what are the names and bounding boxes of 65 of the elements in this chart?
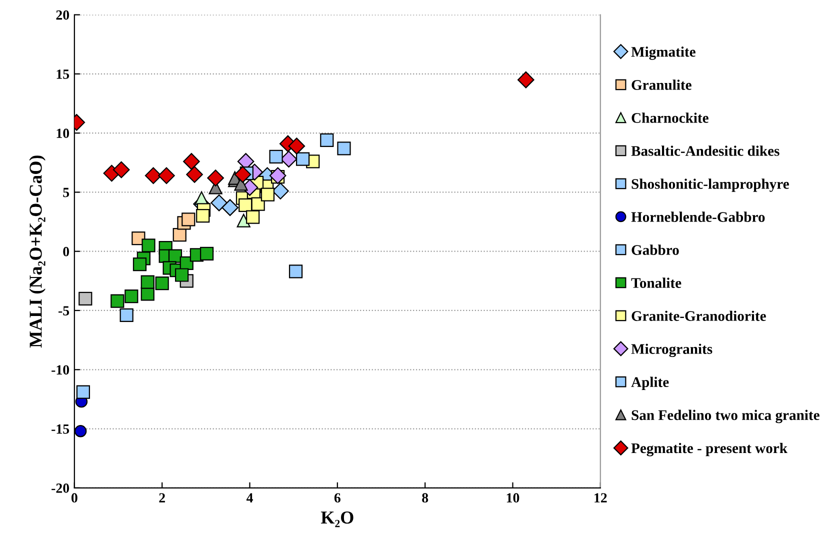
x-tick-label: 0	[71, 493, 78, 503]
legend-label: Pegmatite - present work	[631, 442, 788, 456]
point	[207, 170, 224, 186]
legend-label: Granite-Granodiorite	[632, 310, 766, 321]
point	[155, 276, 169, 290]
y-tick-label: -20	[52, 484, 70, 493]
point	[288, 138, 306, 154]
y-tick-label: -10	[52, 365, 70, 375]
point	[158, 167, 175, 184]
y-tick-label: 5	[63, 188, 70, 198]
legend-label: Gabbro	[632, 244, 679, 255]
legend-label: Basaltic-Andesitic dikes	[631, 146, 780, 156]
y-tick-label: -15	[52, 424, 70, 434]
legend-label: Granulite	[632, 80, 692, 90]
point	[269, 150, 283, 164]
y-tick-label: 10	[56, 128, 70, 138]
point	[517, 71, 534, 88]
point	[222, 199, 238, 216]
point	[144, 167, 162, 184]
point	[142, 238, 156, 252]
point	[269, 167, 286, 184]
point	[140, 275, 154, 289]
point	[110, 294, 124, 308]
x-tick-label: 2	[159, 493, 165, 502]
point	[296, 152, 310, 166]
point	[182, 212, 196, 226]
legend-label: Charnockite	[632, 112, 708, 123]
x-tick-label: 4	[246, 493, 253, 502]
legend-label: San Fedelino two mica granite	[632, 410, 820, 424]
point	[200, 246, 214, 261]
point	[320, 133, 334, 147]
point	[288, 264, 303, 278]
point	[78, 292, 92, 306]
legend-label: Tonalite	[631, 278, 682, 288]
y-tick-label: 15	[56, 70, 70, 79]
y-axis-title: MALI (Na₂O+K₂O-CaO)	[29, 156, 46, 348]
point	[183, 153, 200, 170]
legend-label: Microgranits	[631, 344, 712, 358]
x-tick-label: 8	[422, 493, 428, 503]
point	[175, 268, 189, 282]
point	[132, 258, 147, 272]
x-axis-title: K₂O	[320, 512, 354, 528]
y-tick-label: 20	[56, 10, 70, 20]
point	[112, 161, 130, 178]
point	[120, 308, 134, 322]
x-tick-label: 6	[334, 493, 340, 503]
point	[260, 188, 275, 202]
x-tick-label: 10	[506, 493, 520, 503]
legend-label: Horneblende-Gabbro	[631, 212, 765, 222]
point	[234, 166, 252, 183]
point	[74, 425, 87, 438]
point	[246, 210, 260, 224]
point	[236, 214, 250, 228]
legend-label: Migmatite	[631, 46, 696, 60]
point	[186, 166, 203, 183]
point	[76, 385, 90, 399]
y-tick-label: 0	[63, 246, 70, 256]
point	[337, 142, 351, 156]
point	[210, 194, 228, 212]
y-tick-label: -5	[58, 306, 70, 316]
point	[196, 209, 210, 223]
legend-label: Shoshonitic-lamprophyre	[632, 178, 789, 192]
legend-label: Aplite	[631, 376, 669, 390]
x-tick-label: 12	[594, 493, 607, 502]
point	[124, 289, 138, 304]
